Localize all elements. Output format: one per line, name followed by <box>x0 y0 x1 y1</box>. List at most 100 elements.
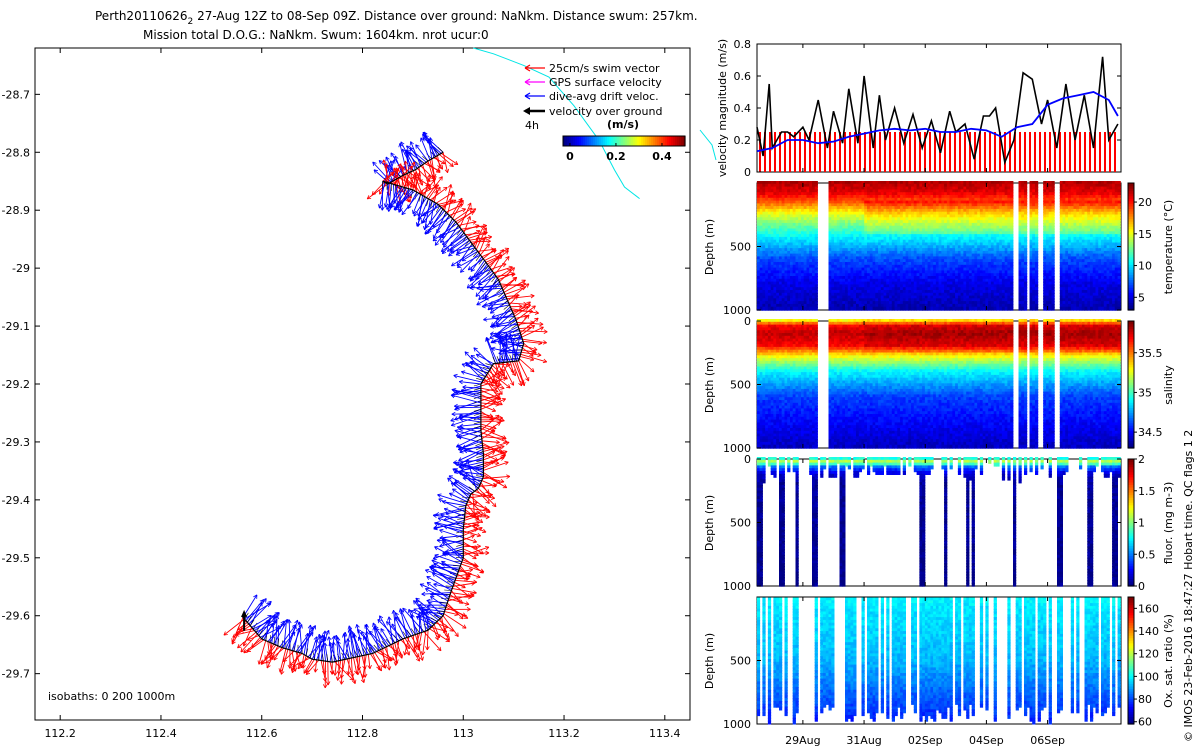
swim-vector-arrow <box>388 183 390 196</box>
drift-vector-arrowhead <box>415 144 420 149</box>
title-line-2: Mission total D.O.G.: NaNkm. Swum: 1604k… <box>143 28 489 42</box>
velocity-y-tick-label: 0 <box>744 166 751 179</box>
profile-dot <box>886 306 890 311</box>
swim-vector-arrow <box>420 165 435 180</box>
drift-vector-arrow <box>408 151 418 169</box>
swim-vector-arrowhead <box>416 172 421 177</box>
ground-vector-arrow <box>408 164 414 171</box>
legend-ground-label: velocity over ground <box>549 105 662 118</box>
drift-vector-arrow <box>393 184 395 204</box>
profile-dot <box>809 306 813 311</box>
drift-vector-arrow <box>386 186 403 210</box>
drift-vector-arrowhead <box>404 150 409 155</box>
map-x-tick-label: 112.4 <box>145 727 177 740</box>
legend-colorbar-tick-label: 0 <box>566 150 574 163</box>
swim-vector-arrow <box>395 168 399 186</box>
drift-vector-arrow <box>415 144 429 162</box>
drift-vector-arrowhead <box>390 203 395 209</box>
drift-vector-arrowhead <box>396 204 401 209</box>
swim-vector-arrow <box>400 165 407 189</box>
track-map-axes: 112.2 112.4 112.6 112.8 113 113.2 113.4 -28.7-… <box>2 47 717 740</box>
velocity-y-tick-label: 0.6 <box>734 70 752 83</box>
drift-vector-arrow <box>456 406 481 409</box>
ground-vector-arrow <box>415 161 421 167</box>
profile-dot <box>897 306 901 311</box>
swim-vector-arrow <box>404 160 410 189</box>
drift-vector-arrowhead <box>378 160 384 165</box>
legend-drift-label: dive-avg drift veloc. <box>549 90 659 103</box>
isobath-path <box>473 47 640 199</box>
swim-vector-arrowhead <box>438 176 443 181</box>
drift-vector-arrow <box>390 187 405 209</box>
swim-vector-arrowhead <box>413 174 419 179</box>
drift-vector-arrowhead <box>420 137 425 142</box>
profile-dot <box>798 306 802 311</box>
profile-dot <box>875 306 879 311</box>
velocity-ylabel: velocity magnitude (m/s) <box>716 39 729 177</box>
swim-vector-arrowhead <box>403 160 409 165</box>
map-x-tick-label: 113.2 <box>548 727 580 740</box>
profile-dot <box>767 306 772 311</box>
legend-colorbar-tick-label: 0.2 <box>606 150 626 163</box>
velocity-arrows <box>223 131 548 689</box>
velocity-panel: 00.20.40.60.8 velocity magnitude (m/s) <box>716 38 1122 179</box>
swim-vector-arrow <box>395 167 401 187</box>
map-y-tick-label: -29.1 <box>2 320 30 333</box>
drift-vector-arrowhead <box>380 206 385 211</box>
drift-vector-arrowhead <box>400 141 405 146</box>
profile-dot <box>781 306 785 311</box>
map-x-tick-label: 112.2 <box>44 727 76 740</box>
swim-vector-arrow <box>384 171 395 183</box>
swim-vector-arrow <box>433 157 446 165</box>
swim-vector-arrow <box>403 161 415 188</box>
drift-vector-arrowhead <box>377 204 383 209</box>
swim-vector-arrow <box>420 184 440 195</box>
swim-vector-arrow <box>440 152 459 165</box>
swim-vector-arrow <box>382 171 394 182</box>
drift-vector-arrow <box>390 160 396 181</box>
profile-dot <box>933 306 937 311</box>
swim-vector-arrow <box>442 152 449 173</box>
drift-vector-arrow <box>396 190 416 209</box>
drift-vector-arrowhead <box>386 205 391 210</box>
profile-dot <box>927 306 931 311</box>
velocity-y-tick-label: 0.4 <box>734 102 752 115</box>
drift-vector-arrow <box>394 155 404 176</box>
profile-dot <box>834 306 838 311</box>
profile-dot <box>902 306 906 311</box>
swim-vector-arrowhead <box>449 162 454 167</box>
swim-vector-arrowhead <box>366 195 372 200</box>
swim-vector-arrow <box>414 172 421 192</box>
swim-vector-arrowhead <box>436 167 441 172</box>
swim-vector-arrowhead <box>411 161 416 166</box>
profile-dot <box>867 306 871 311</box>
profile-dot <box>828 306 832 311</box>
map-y-tick-label: -29.3 <box>2 436 30 449</box>
swim-vector-arrowhead <box>444 168 450 174</box>
drift-vector-arrowhead <box>406 145 411 150</box>
isobath-line <box>473 47 717 199</box>
drift-vector-arrow <box>416 198 429 227</box>
profile-dot <box>845 306 849 311</box>
ground-vector-arrow <box>422 156 429 162</box>
map-y-tick-label: -29.2 <box>2 378 30 391</box>
swim-vector-arrow <box>439 154 454 167</box>
profile-dot <box>908 306 912 311</box>
profile-dot <box>773 306 777 311</box>
drift-vector-arrowhead <box>427 139 432 144</box>
drift-vector-arrowhead <box>401 210 406 216</box>
profile-dot <box>776 306 780 311</box>
profile-dot <box>880 306 884 311</box>
drift-vector-arrow <box>410 141 422 167</box>
swim-vector-arrowhead <box>405 197 410 203</box>
swim-vector-arrow <box>424 163 441 172</box>
swim-vector-arrow <box>408 172 430 187</box>
swim-vector-arrowhead <box>431 179 436 184</box>
map-y-tick-label: -29.7 <box>2 668 30 681</box>
legend-colorbar-tick-label: 0.4 <box>652 150 672 163</box>
map-y-tick-label: -28.7 <box>2 88 30 101</box>
drift-vector-arrowhead <box>416 222 421 227</box>
swim-vector-arrow <box>430 186 448 201</box>
